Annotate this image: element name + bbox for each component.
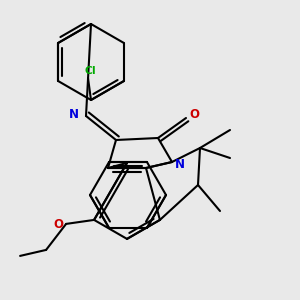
- Text: N: N: [175, 158, 185, 172]
- Text: O: O: [189, 109, 199, 122]
- Text: N: N: [69, 107, 79, 121]
- Text: O: O: [53, 218, 63, 231]
- Text: Cl: Cl: [84, 66, 96, 76]
